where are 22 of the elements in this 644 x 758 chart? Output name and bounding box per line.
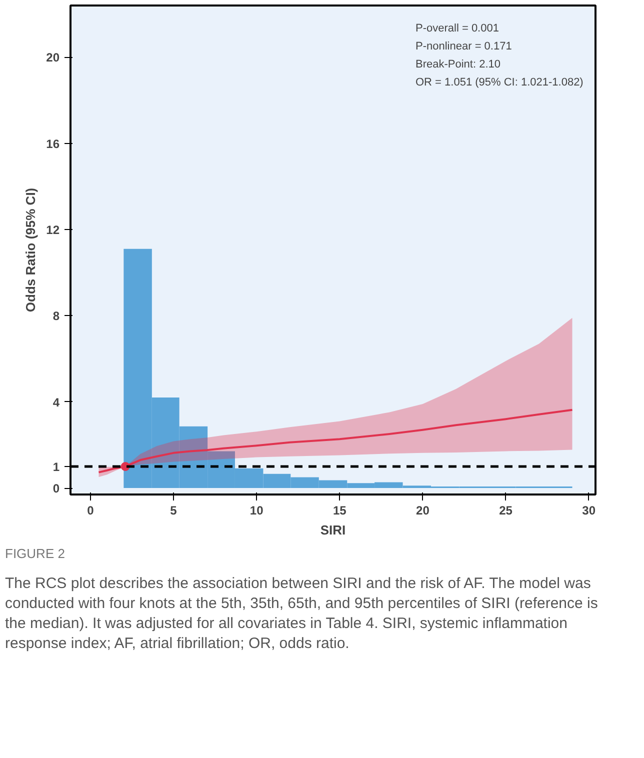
- y-tick-label: 8: [52, 309, 60, 324]
- x-tick-label: 5: [170, 504, 178, 518]
- x-axis-title: SIRI: [320, 522, 346, 538]
- text: The RCS plot describes the association between SIRI and the risk of AF. The model was conducted with four knots at the 5th, 35th, 65th, and 95th percentiles of SIRI (reference is the median). It was adjusted for all covariates in Table 4. SIRI, systemic inflammation response index; AF, atrial fibrillation; OR, odds ratio.: [5, 574, 599, 654]
- annotation: P-nonlinear = 0.171: [416, 40, 512, 52]
- y-tick-label: 1: [52, 460, 60, 474]
- y-tick-label: 0: [52, 482, 60, 496]
- x-tick-label: 15: [332, 504, 347, 518]
- text: FIGURE 2: [5, 545, 65, 563]
- annotation: OR = 1.051 (95% CI: 1.021-1.082): [416, 76, 584, 88]
- annotation: P-overall = 0.001: [416, 22, 499, 34]
- x-tick-label: 10: [250, 504, 264, 518]
- y-tick-label: 16: [46, 136, 60, 151]
- x-tick-label: 20: [416, 504, 430, 518]
- x-tick-label: 0: [87, 504, 94, 518]
- y-tick-label: 4: [52, 395, 60, 410]
- y-tick-label: 12: [46, 223, 60, 238]
- annotation: Break-Point: 2.10: [416, 58, 500, 70]
- y-tick-label: 20: [46, 50, 60, 65]
- y-axis-title: Odds Ratio (95% CI): [23, 188, 38, 312]
- x-tick-label: 30: [582, 504, 596, 518]
- x-tick-label: 25: [499, 504, 513, 518]
